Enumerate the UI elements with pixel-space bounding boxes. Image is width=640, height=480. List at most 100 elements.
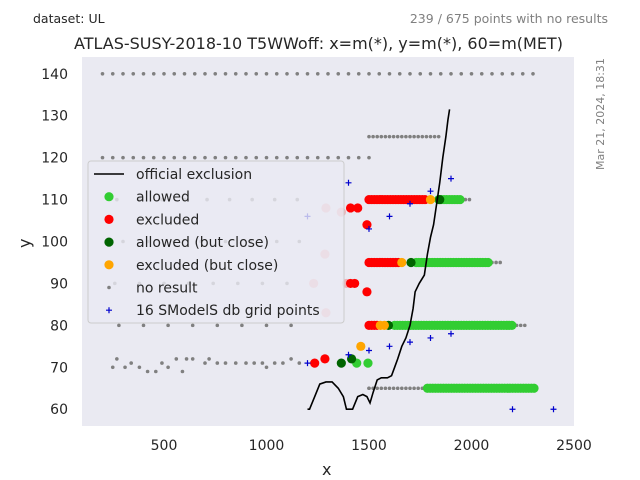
no-result-point (203, 361, 207, 365)
dataset-label: dataset: UL (33, 11, 105, 26)
no-result-point (408, 71, 412, 76)
excluded-point (350, 278, 360, 289)
no-result-point (223, 361, 228, 365)
no-result-point (233, 71, 238, 76)
no-result-point (213, 155, 218, 160)
no-result-point (162, 155, 166, 160)
no-result-point (428, 134, 433, 139)
no-result-point (295, 155, 300, 160)
smodels-grid-point (427, 334, 434, 341)
no-result-point (244, 155, 248, 160)
y-tick-label: 60 (50, 402, 68, 418)
no-result-point (531, 71, 535, 76)
allowed-point (455, 194, 465, 205)
no-result-point (387, 71, 392, 76)
y-tick-label: 130 (41, 109, 68, 125)
no-result-point (408, 386, 412, 391)
no-result-point (395, 386, 400, 391)
no-result-point (490, 71, 494, 76)
smodels-grid-point (448, 175, 454, 182)
no-results-summary: 239 / 675 points with no results (409, 11, 608, 26)
smodels-grid-point (427, 188, 434, 195)
no-result-point (404, 134, 408, 139)
smodels-grid-point (345, 351, 352, 358)
allowed-close-point (406, 257, 416, 268)
allowed-point (483, 257, 493, 268)
no-result-point (523, 323, 527, 328)
x-tick-label: 2500 (556, 438, 592, 454)
excluded-point (362, 220, 372, 230)
no-result-point (424, 134, 429, 139)
no-result-point (289, 323, 293, 328)
legend-swatch-grid (106, 307, 112, 314)
no-result-point (244, 361, 248, 365)
y-tick-label: 140 (41, 67, 68, 83)
allowed-point (529, 383, 539, 393)
no-result-point (240, 323, 244, 328)
no-result-point (432, 134, 437, 139)
no-result-point (520, 71, 525, 76)
no-result-point (203, 71, 207, 76)
no-result-point (400, 386, 404, 391)
no-result-point (166, 323, 170, 328)
no-result-point (295, 71, 300, 76)
no-result-point (395, 134, 400, 139)
excluded-point (320, 354, 330, 364)
no-result-point (510, 71, 515, 76)
x-tick-label: 2000 (454, 438, 490, 454)
allowed-close-point (346, 354, 357, 364)
excluded-close-point (379, 320, 389, 330)
smodels-grid-point (345, 179, 352, 186)
no-result-point (400, 134, 404, 139)
no-result-point (356, 155, 361, 160)
legend-swatch-allowed-close (104, 237, 114, 247)
excluded-point (353, 203, 363, 213)
no-result-point (404, 386, 408, 391)
no-result-point (174, 357, 179, 361)
no-result-point (110, 155, 115, 160)
no-result-point (391, 386, 396, 391)
no-result-point (151, 71, 156, 76)
no-result-point (264, 323, 269, 328)
no-result-point (172, 71, 177, 76)
y-tick-label: 120 (41, 151, 68, 167)
no-result-point (123, 365, 127, 370)
no-result-point (315, 71, 320, 76)
no-result-point (371, 134, 375, 139)
excluded-close-point (356, 341, 366, 351)
smodels-grid-point (304, 360, 311, 367)
legend-label: excluded (136, 212, 199, 228)
no-result-point (145, 369, 150, 374)
no-result-point (264, 155, 269, 160)
y-tick-label: 100 (41, 235, 68, 251)
no-result-point (215, 361, 220, 365)
no-result-point (264, 71, 269, 76)
no-result-point (479, 71, 484, 76)
no-result-point (252, 361, 256, 365)
no-result-point (391, 134, 396, 139)
no-result-point (154, 369, 158, 374)
no-result-point (213, 71, 218, 76)
allowed-point (363, 358, 373, 368)
legend-swatch-allowed (104, 192, 114, 202)
axis-ticks: 500 1000 1500 2000 2500 60 70 80 90 100 110 120 130 1… (41, 67, 592, 454)
no-result-point (272, 361, 277, 365)
smodels-grid-point (386, 343, 393, 350)
no-result-point (498, 260, 503, 265)
no-result-point (121, 71, 125, 76)
no-result-point (289, 357, 293, 361)
allowed-point (507, 320, 517, 330)
no-result-point (281, 361, 285, 365)
no-result-point (131, 71, 136, 76)
y-tick-label: 110 (41, 193, 68, 209)
data-layer (100, 71, 557, 413)
no-result-point (469, 71, 474, 76)
no-result-point (408, 134, 412, 139)
no-result-point (223, 71, 228, 76)
no-result-point (129, 361, 133, 365)
no-result-point (274, 155, 279, 160)
no-result-point (100, 155, 105, 160)
no-result-point (297, 361, 302, 365)
no-result-point (346, 71, 351, 76)
